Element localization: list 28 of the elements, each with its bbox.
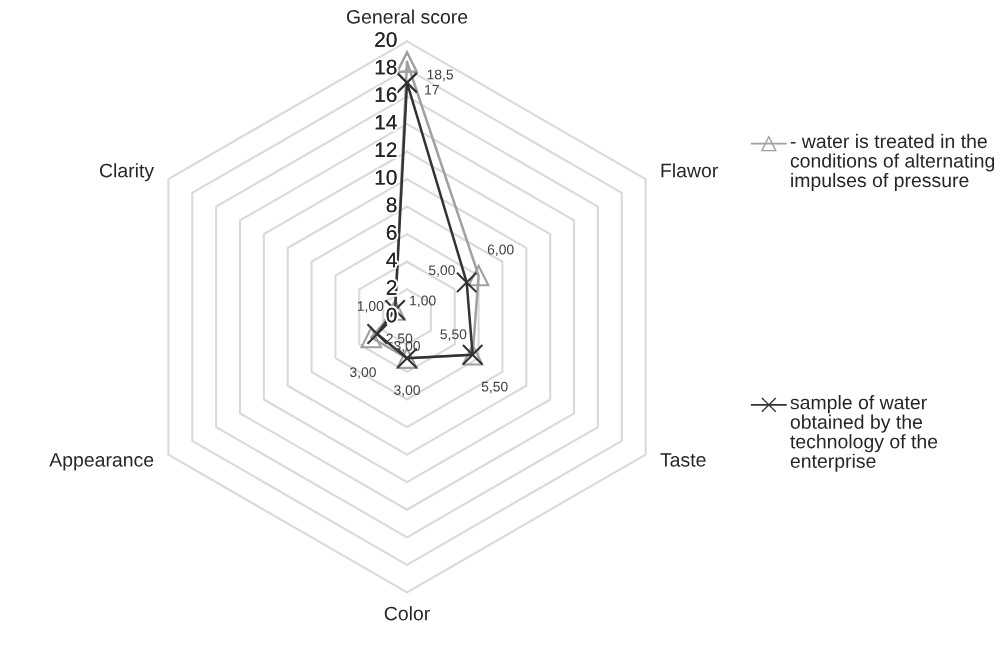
data-label: 1,00 xyxy=(357,301,384,313)
y-tick-label: 14 xyxy=(375,115,397,130)
y-tick-label: 12 xyxy=(375,142,397,157)
legend-label: - water is treated in the conditions of alternating impulses of pressure xyxy=(790,133,995,192)
y-tick-label: 20 xyxy=(375,32,397,47)
spoke-label: Appearance xyxy=(49,453,154,471)
y-tick-label: 4 xyxy=(386,252,397,268)
spoke-label: Color xyxy=(384,606,430,621)
data-label: 5,50 xyxy=(481,381,508,394)
data-label: 18,5 xyxy=(427,69,454,82)
data-label: 6,00 xyxy=(487,244,514,257)
data-label: 3,00 xyxy=(349,367,376,379)
spoke-label: Flawor xyxy=(661,163,718,178)
y-tick-label: 18 xyxy=(375,59,397,75)
y-tick-label: 10 xyxy=(375,169,397,185)
spoke-label: General score xyxy=(346,9,468,24)
spoke-label: Taste xyxy=(660,453,706,467)
spoke-label: Clarity xyxy=(99,163,155,182)
data-label: 5,50 xyxy=(440,329,467,341)
legend-label: sample of water obtained by the technology of the enterprise xyxy=(790,395,938,472)
data-label: 3,00 xyxy=(394,385,420,397)
y-tick-label: 16 xyxy=(375,87,397,103)
data-label: 17 xyxy=(425,84,439,95)
data-label: 5,00 xyxy=(428,265,455,277)
y-tick-label: 8 xyxy=(386,197,397,213)
y-tick-label: 0 xyxy=(386,307,397,323)
y-tick-label: 6 xyxy=(386,225,397,240)
data-label: 1,00 xyxy=(410,295,436,308)
